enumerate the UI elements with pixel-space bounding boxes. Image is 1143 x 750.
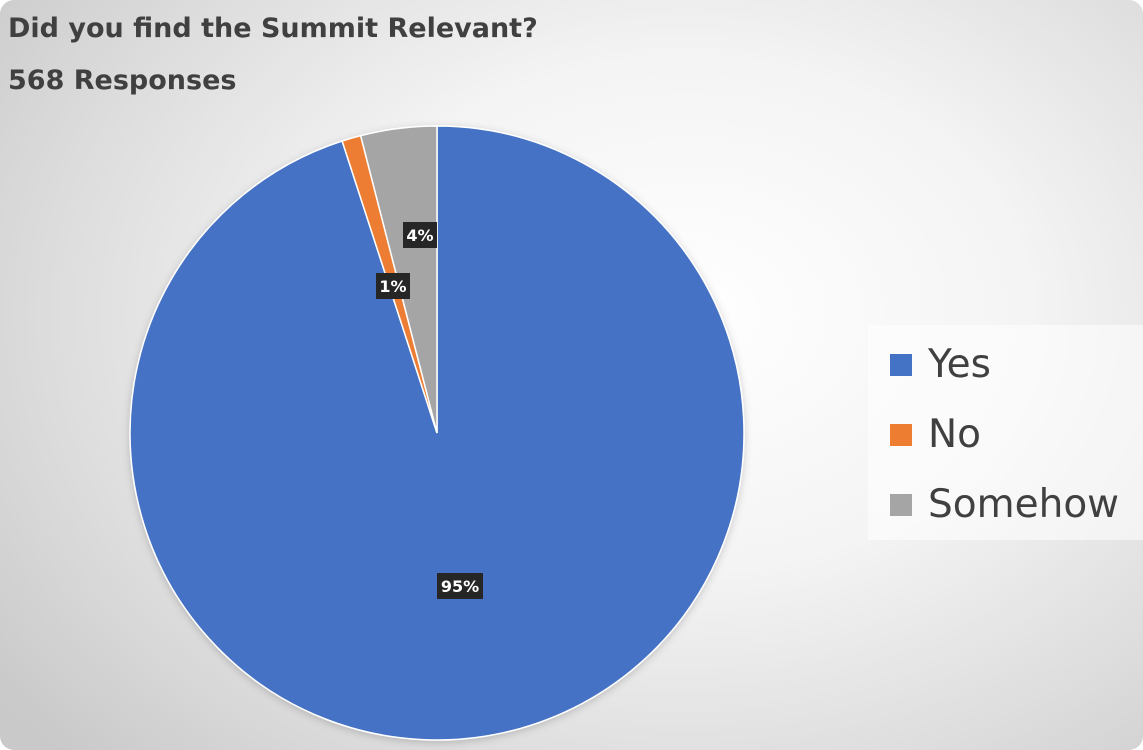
data-label-no: 1%	[376, 273, 410, 299]
legend-item-yes: Yes	[890, 343, 991, 387]
chart-subtitle: 568 Responses	[8, 65, 237, 96]
legend: Yes No Somehow	[868, 325, 1143, 540]
svg-text:95%: 95%	[441, 577, 479, 596]
data-label-somehow: 4%	[403, 222, 437, 248]
chart-title: Did you find the Summit Relevant?	[8, 13, 538, 44]
legend-swatch	[890, 354, 912, 376]
svg-text:4%: 4%	[406, 226, 433, 245]
legend-label: Somehow	[928, 482, 1120, 527]
legend-item-no: No	[890, 413, 981, 457]
legend-swatch	[890, 494, 912, 516]
data-label-yes: 95%	[437, 573, 483, 599]
svg-text:1%: 1%	[379, 277, 406, 296]
legend-swatch	[890, 424, 912, 446]
legend-item-somehow: Somehow	[890, 483, 1119, 527]
legend-label: No	[928, 412, 982, 457]
legend-label: Yes	[928, 342, 991, 387]
